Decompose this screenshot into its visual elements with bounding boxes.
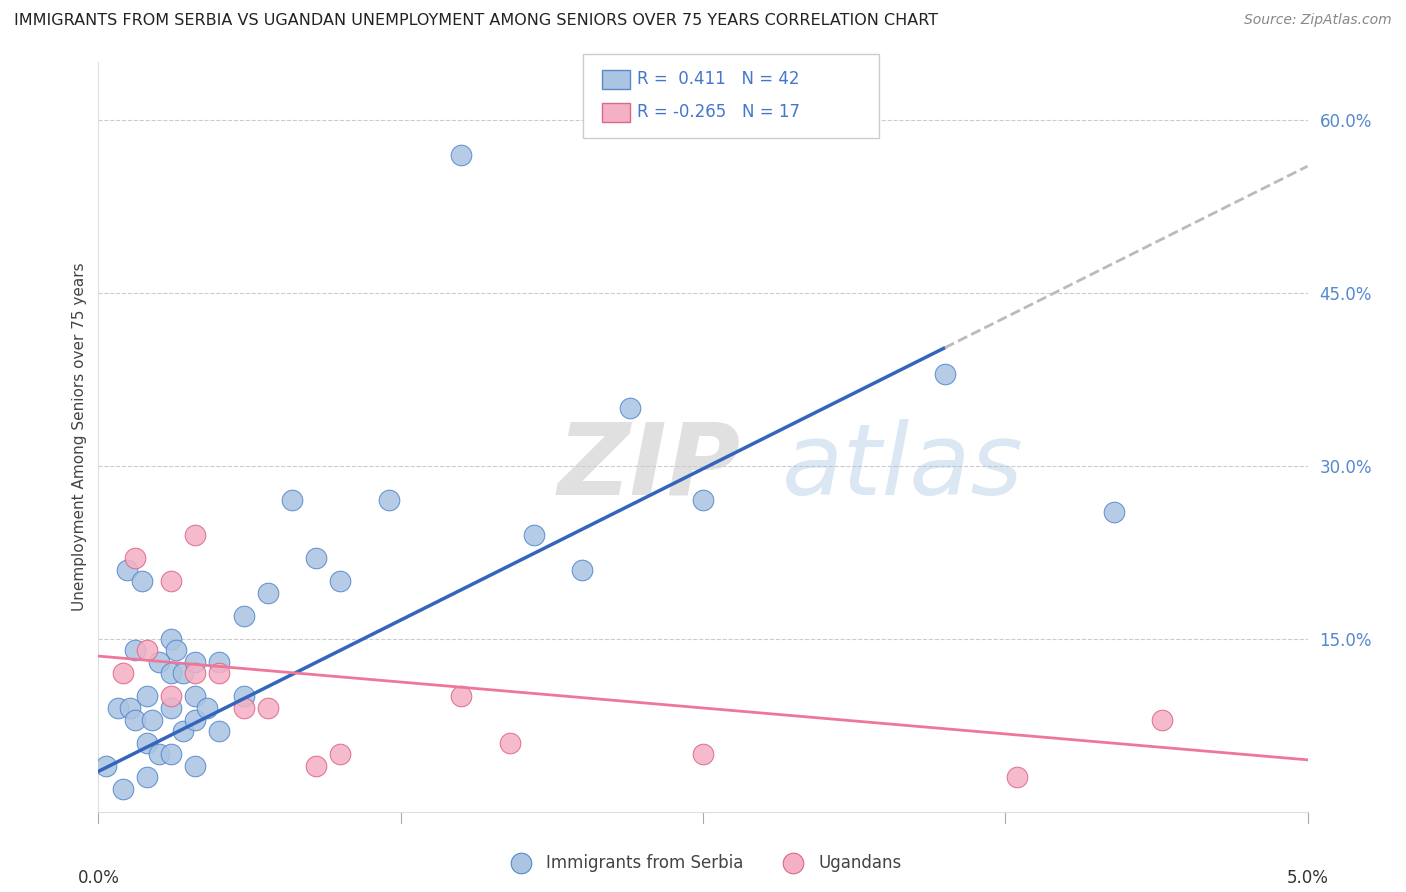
Point <box>160 747 183 761</box>
Point <box>232 690 254 704</box>
Point <box>692 747 714 761</box>
Point <box>124 643 146 657</box>
Point <box>571 563 593 577</box>
Text: R = -0.265   N = 17: R = -0.265 N = 17 <box>637 103 800 121</box>
Point <box>377 493 399 508</box>
Point <box>256 701 278 715</box>
Point <box>232 701 254 715</box>
Point <box>94 758 117 772</box>
Point <box>184 690 207 704</box>
Point <box>281 493 304 508</box>
Point <box>141 713 163 727</box>
Point <box>184 666 207 681</box>
Point <box>450 690 472 704</box>
Point <box>692 493 714 508</box>
Point <box>184 655 207 669</box>
Point <box>450 147 472 161</box>
Text: 0.0%: 0.0% <box>77 870 120 888</box>
Point <box>124 713 146 727</box>
Point <box>148 747 170 761</box>
Point <box>148 655 170 669</box>
Point <box>135 690 157 704</box>
Point <box>111 781 134 796</box>
Point <box>135 735 157 749</box>
Point <box>124 551 146 566</box>
Point <box>117 563 139 577</box>
Point <box>107 701 129 715</box>
Point <box>165 643 187 657</box>
Point <box>1152 713 1174 727</box>
Point <box>160 632 183 646</box>
Point <box>160 666 183 681</box>
Legend: Immigrants from Serbia, Ugandans: Immigrants from Serbia, Ugandans <box>498 847 908 879</box>
Text: R =  0.411   N = 42: R = 0.411 N = 42 <box>637 70 800 88</box>
Point <box>305 758 328 772</box>
Point <box>172 666 194 681</box>
Point <box>160 701 183 715</box>
Point <box>172 724 194 739</box>
Text: IMMIGRANTS FROM SERBIA VS UGANDAN UNEMPLOYMENT AMONG SENIORS OVER 75 YEARS CORRE: IMMIGRANTS FROM SERBIA VS UGANDAN UNEMPL… <box>14 13 938 29</box>
Point <box>256 585 278 599</box>
Point <box>135 770 157 784</box>
Text: 5.0%: 5.0% <box>1286 870 1329 888</box>
Text: atlas: atlas <box>782 418 1024 516</box>
Point <box>184 758 207 772</box>
Point <box>160 690 183 704</box>
Point <box>329 747 352 761</box>
Point <box>305 551 328 566</box>
Point <box>523 528 546 542</box>
Point <box>329 574 352 589</box>
Point <box>160 574 183 589</box>
Point <box>232 608 254 623</box>
Point <box>498 735 520 749</box>
Point <box>1102 505 1125 519</box>
Point <box>208 724 231 739</box>
Point <box>1007 770 1029 784</box>
Point <box>118 701 141 715</box>
Point <box>135 643 157 657</box>
Point <box>195 701 218 715</box>
Point <box>131 574 153 589</box>
Point <box>111 666 134 681</box>
Point <box>619 401 641 416</box>
Point <box>934 367 956 381</box>
Y-axis label: Unemployment Among Seniors over 75 years: Unemployment Among Seniors over 75 years <box>72 263 87 611</box>
Text: Source: ZipAtlas.com: Source: ZipAtlas.com <box>1244 13 1392 28</box>
Text: ZIP: ZIP <box>558 418 741 516</box>
Point <box>184 713 207 727</box>
Point <box>208 655 231 669</box>
Point <box>184 528 207 542</box>
Point <box>208 666 231 681</box>
